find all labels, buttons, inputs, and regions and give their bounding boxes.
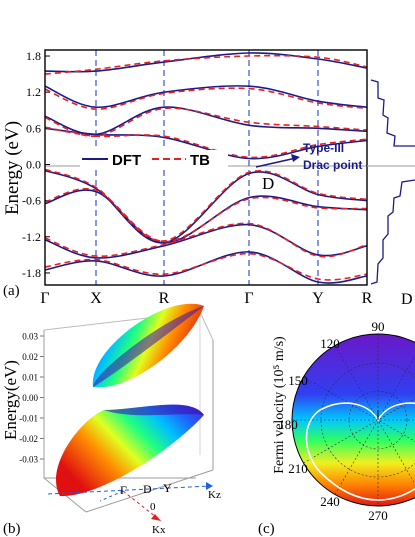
band-structure-panel: Energy (eV) 1.8 1.2 0.6 0.0 -0.6 -1.2 -1.8 Γ X R… [2, 49, 415, 308]
z-tick-label: -0.01 [19, 414, 38, 424]
y-tick-label: 0.0 [26, 157, 41, 171]
box-front-bottom [85, 469, 214, 513]
x-tick-label: R [159, 290, 170, 307]
angle-240: 240 [320, 494, 340, 509]
dirac-point-label: D [262, 174, 274, 193]
panel-c-label: (c) [258, 521, 275, 537]
panel-b-label: (b) [3, 521, 21, 537]
y-tick-label: -0.6 [22, 194, 41, 208]
x-tick-label: R [362, 290, 373, 307]
legend: DFT TB [80, 150, 228, 170]
gamma-point-label: Γ [120, 483, 127, 497]
lower-cone-surface [56, 404, 204, 497]
dos-curve-lower [370, 179, 415, 285]
lower-cone-top-rim [104, 404, 204, 416]
x-tick-label: Y [312, 290, 324, 307]
z-tick-label: 0.03 [22, 332, 38, 342]
dft-band-3 [45, 127, 367, 160]
tb-band-4 [45, 168, 367, 242]
z-tick-label: 0.00 [22, 393, 38, 403]
tb-band-5 [45, 188, 367, 243]
angle-120: 120 [320, 336, 340, 351]
ky-axis [99, 490, 124, 502]
panel-c-y-axis-label: Fermi velocity (10⁵ m/s) [272, 336, 287, 474]
z-tick-label: 0.01 [22, 373, 38, 383]
annotation-line2: Drac point [303, 158, 362, 172]
x-tick-label: Γ [40, 290, 49, 307]
annotation-arrow [255, 157, 297, 168]
kx-label: Kx [152, 524, 166, 536]
z-tick-label: 0.02 [22, 352, 38, 362]
dft-band-1 [45, 85, 367, 109]
kx-axis [122, 490, 162, 522]
angle-210: 210 [288, 461, 308, 476]
y-tick-label: -1.2 [22, 230, 41, 244]
kx-arrowhead [151, 514, 161, 521]
box-top-right [199, 311, 214, 341]
annotation-line1: Type-III [303, 141, 344, 155]
legend-dft-label: DFT [112, 152, 141, 169]
panel-b-z-ticks: 0.03 0.02 0.01 0.00 -0.01 -0.02 -0.03 [19, 332, 44, 465]
y-tick-label: 1.8 [26, 49, 41, 63]
dft-band-0 [45, 52, 367, 73]
z-tick-label: -0.02 [19, 434, 38, 444]
kz-label: Kz [208, 489, 221, 501]
panel-a-frame [44, 49, 368, 286]
angle-180: 180 [278, 417, 298, 432]
tb-band-6 [45, 222, 367, 258]
panel-a-y-axis-label: Energy (eV) [2, 121, 23, 215]
panel-b-z-axis-label: Energy(eV) [1, 360, 20, 440]
x-tick-label: Γ [244, 290, 253, 307]
tb-band-3 [45, 126, 367, 159]
angle-90: 90 [372, 319, 385, 334]
x-tick-label: X [90, 290, 102, 307]
y-tick-label: -1.8 [22, 266, 41, 280]
kz-arrowhead [206, 482, 213, 490]
band-curves [45, 52, 367, 284]
annotation-arrowhead [291, 154, 300, 162]
upper-cone-shadow [92, 306, 204, 387]
dft-band-4 [45, 169, 367, 244]
origin-label: 0 [150, 501, 156, 513]
panel-a-label: (a) [3, 283, 20, 299]
angle-150: 150 [288, 373, 308, 388]
angle-270: 270 [368, 508, 388, 523]
tb-band-7 [45, 252, 367, 281]
y-tick-label: 0.6 [26, 121, 41, 135]
dft-band-2 [45, 106, 367, 136]
panel-a-y-ticks: 1.8 1.2 0.6 0.0 -0.6 -1.2 -1.8 [22, 49, 50, 280]
dirac-cone-3d-panel: Energy(eV) 0.03 0.02 0.01 0.00 -0.01 -0.02 -0.… [1, 303, 221, 537]
z-tick-label: -0.03 [19, 455, 38, 465]
dft-band-6 [45, 223, 367, 259]
d-point-label: D [143, 482, 152, 496]
legend-tb-label: TB [190, 152, 210, 169]
fermi-velocity-curve [305, 402, 415, 501]
y-point-label: Y [163, 481, 172, 495]
dft-band-5 [45, 189, 367, 244]
tb-band-0 [45, 54, 367, 75]
y-tick-label: 1.2 [26, 85, 41, 99]
dos-curve-upper [370, 79, 415, 147]
dos-x-label: D [401, 291, 413, 308]
tb-band-2 [45, 107, 367, 138]
fermi-velocity-polar-panel: Fermi velocity (10⁵ m/s) 90 120 150 180 … [258, 319, 415, 537]
kz-axis [47, 485, 211, 495]
polar-outer-ring [291, 333, 415, 507]
tb-band-1 [45, 87, 367, 110]
